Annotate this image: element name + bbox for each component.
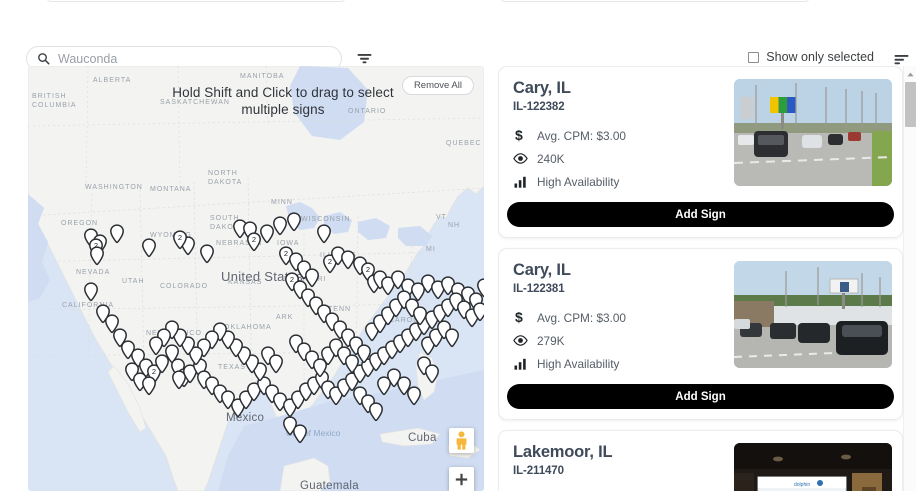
card-cpm-row: $ Avg. CPM: $3.00 (513, 306, 626, 329)
map-pin[interactable] (421, 274, 436, 294)
map-pin[interactable] (441, 276, 456, 296)
cpm-icon: $ (513, 310, 528, 325)
card-availability: High Availability (537, 174, 620, 189)
caret-up-icon[interactable] (904, 68, 917, 80)
map-pin-cluster[interactable]: 2 (173, 230, 188, 250)
card-cpm: Avg. CPM: $3.00 (537, 310, 626, 325)
map-canvas[interactable]: United States Mexico Cuba Guatemala BRIT… (28, 66, 484, 491)
map-pin[interactable] (477, 278, 484, 298)
toolbar: Show only selected (0, 18, 920, 71)
card-impressions: 279K (537, 333, 565, 348)
map-pin[interactable] (110, 224, 125, 244)
show-only-selected-label: Show only selected (766, 50, 874, 64)
card-availability: High Availability (537, 356, 620, 371)
show-only-selected-checkbox[interactable] (748, 51, 760, 63)
pegman-icon[interactable] (449, 428, 474, 453)
card-id: IL-122381 (513, 283, 565, 295)
card-title: Lakemoor, IL (513, 443, 613, 461)
svg-text:dolphin: dolphin (794, 482, 810, 488)
results-scrollbar[interactable] (903, 66, 916, 491)
map-pin[interactable] (142, 376, 157, 396)
map-pin[interactable] (269, 354, 284, 374)
map-pin[interactable] (341, 250, 356, 270)
map-pin[interactable] (105, 314, 120, 334)
cpm-icon: $ (513, 128, 528, 143)
search-icon (37, 52, 50, 65)
map-pin[interactable] (149, 336, 164, 356)
map-pin[interactable] (121, 340, 136, 360)
remove-all-button[interactable]: Remove All (401, 76, 474, 95)
sort-icon[interactable] (890, 48, 912, 70)
sign-card[interactable]: Cary, IL IL-122381 $ Avg. CPM: $3.00 279K Hig… (498, 248, 903, 420)
card-impressions: 240K (537, 151, 565, 166)
map-pin[interactable] (473, 302, 484, 322)
map-pin[interactable] (142, 238, 157, 258)
map-pin[interactable] (357, 344, 372, 364)
map-pin[interactable] (369, 402, 384, 422)
show-only-selected-toggle[interactable]: Show only selected (748, 50, 874, 64)
card-availability-row: High Availability (513, 352, 626, 375)
card-id: IL-211470 (513, 465, 564, 477)
map-pin[interactable] (273, 216, 288, 236)
map-pin[interactable] (377, 376, 392, 396)
add-sign-button[interactable]: Add Sign (507, 202, 894, 227)
map-pin[interactable] (387, 368, 402, 388)
map-pin[interactable] (200, 244, 215, 264)
map-pin[interactable] (413, 306, 428, 326)
map-pin[interactable] (391, 270, 406, 290)
svg-text:$: $ (515, 310, 523, 325)
card-photo[interactable] (734, 79, 892, 186)
eye-icon (513, 153, 528, 164)
card-meta: $ Avg. CPM: $3.00 279K High Availability (513, 306, 626, 375)
map-pin[interactable] (445, 328, 460, 348)
map-pin[interactable] (90, 246, 105, 266)
map-pin[interactable] (317, 224, 332, 244)
search-input[interactable] (58, 51, 331, 66)
card-cpm-row: $ Avg. CPM: $3.00 (513, 124, 626, 147)
map-pin[interactable] (260, 224, 275, 244)
map-pin[interactable] (293, 424, 308, 444)
scrollbar-thumb[interactable] (905, 82, 916, 127)
map-pin[interactable] (113, 328, 128, 348)
map-pin[interactable] (305, 268, 320, 288)
eye-icon (513, 335, 528, 346)
zoom-in-button[interactable] (449, 467, 474, 491)
map-pin[interactable] (221, 390, 236, 410)
map-pin[interactable] (345, 354, 360, 374)
results-list[interactable]: Cary, IL IL-122382 $ Avg. CPM: $3.00 240K Hig… (498, 66, 903, 491)
map-pin[interactable] (283, 416, 298, 436)
top-cutoff-element-right (500, 0, 810, 2)
card-impressions-row: 279K (513, 329, 626, 352)
map-pin[interactable] (155, 354, 170, 374)
card-meta: $ Avg. CPM: $3.00 240K High Availability (513, 124, 626, 193)
card-impressions-row: 240K (513, 147, 626, 170)
card-photo[interactable] (734, 261, 892, 368)
card-photo[interactable]: dolphin (734, 443, 892, 491)
card-cpm: Avg. CPM: $3.00 (537, 128, 626, 143)
card-title: Cary, IL (513, 261, 571, 279)
map-pin[interactable] (425, 364, 440, 384)
bar-chart-icon (513, 176, 528, 188)
top-cutoff-element-left (46, 0, 346, 2)
map-pin[interactable] (84, 282, 99, 302)
add-sign-button[interactable]: Add Sign (507, 384, 894, 409)
filter-icon[interactable] (353, 47, 375, 69)
map-pin[interactable] (331, 246, 346, 266)
map-pin[interactable] (407, 386, 422, 406)
card-availability-row: High Availability (513, 170, 626, 193)
svg-text:$: $ (515, 128, 523, 143)
map-pin[interactable] (273, 392, 288, 412)
bar-chart-icon (513, 358, 528, 370)
sign-card[interactable]: Cary, IL IL-122382 $ Avg. CPM: $3.00 240K Hig… (498, 66, 903, 238)
card-id: IL-122382 (513, 101, 565, 113)
map-basemap (28, 66, 484, 491)
map-pin[interactable] (287, 212, 302, 232)
card-title: Cary, IL (513, 79, 571, 97)
